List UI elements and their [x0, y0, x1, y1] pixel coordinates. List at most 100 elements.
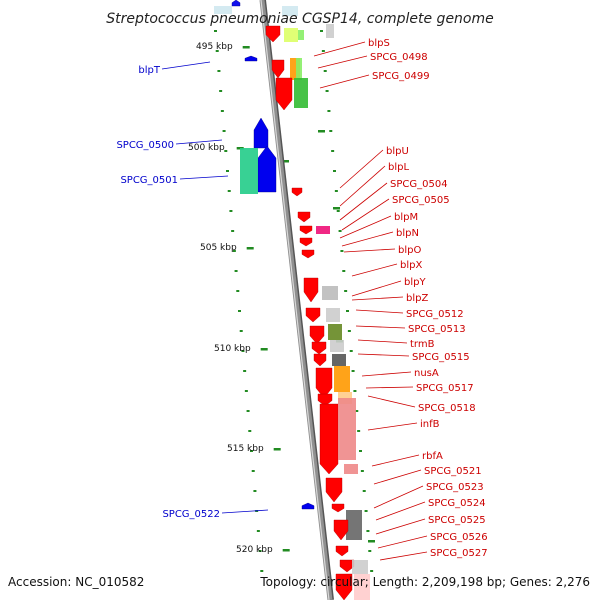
gene-arrow-forward [311, 341, 327, 355]
scale-dot [236, 290, 240, 292]
gene-block [326, 308, 340, 322]
kbp-tick [282, 549, 290, 552]
gene-block [338, 398, 356, 460]
leader-line [373, 485, 424, 509]
accession-text: Accession: NC_010582 [8, 575, 144, 589]
gene-label-trmB: trmB [410, 339, 435, 350]
gene-label-nusA: nusA [414, 368, 439, 379]
label-leaders [161, 41, 428, 561]
scale-dot [359, 450, 362, 452]
gene-label-blpS: blpS [368, 38, 390, 49]
genome-backbone [259, 0, 334, 600]
gene-label-SPCG_0513: SPCG_0513 [408, 324, 466, 335]
gene-label-SPCG_0527: SPCG_0527 [430, 548, 488, 559]
gene-label-SPCG_0504: SPCG_0504 [390, 179, 448, 190]
kbp-tick [242, 46, 250, 49]
scale-dot [346, 310, 349, 312]
leader-line [343, 248, 396, 253]
gene-block [344, 464, 358, 474]
scale-dot [238, 310, 241, 312]
gene-label-SPCG_0501: SPCG_0501 [120, 175, 178, 186]
scale-dot [333, 170, 336, 172]
leader-line [339, 182, 388, 221]
leader-line [377, 535, 428, 549]
gene-label-infB: infB [420, 419, 440, 430]
scale-dot [364, 510, 368, 512]
gene-arrow-forward [317, 393, 333, 407]
leader-line [357, 339, 408, 344]
gene-label-blpO: blpO [398, 245, 421, 256]
gene-arrow-reverse [301, 502, 315, 510]
leader-line [373, 469, 422, 485]
gene-arrow-forward [339, 559, 355, 573]
leader-line [379, 551, 428, 561]
scale-dot [338, 230, 342, 232]
gene-arrow-forward [271, 59, 285, 79]
gene-label-SPCG_0521: SPCG_0521 [424, 466, 482, 477]
gene-arrow-forward [335, 545, 349, 557]
scale-dot [370, 570, 374, 572]
scale-dot [362, 490, 366, 492]
gene-label-SPCG_0522: SPCG_0522 [162, 509, 220, 520]
scale-dot [227, 190, 231, 192]
gene-arrow-reverse [253, 117, 269, 149]
gene-arrow-forward [299, 237, 313, 247]
gene-label-SPCG_0523: SPCG_0523 [426, 482, 484, 493]
leader-line [319, 74, 370, 89]
scale-bar [318, 130, 325, 133]
scale-dot [229, 210, 233, 212]
gene-arrow-forward [313, 353, 327, 367]
leader-line [313, 41, 366, 57]
scale-dot [239, 330, 243, 332]
kbp-label: 515 kbp [227, 444, 264, 454]
gene-label-blpT: blpT [138, 65, 160, 76]
gene-label-SPCG_0505: SPCG_0505 [392, 195, 450, 206]
gene-block [346, 510, 362, 540]
gene-block [240, 148, 258, 194]
scale-dot [232, 250, 236, 252]
gene-arrow-forward [305, 307, 321, 323]
gene-label-SPCG_0518: SPCG_0518 [418, 403, 476, 414]
scale-dot [258, 550, 262, 552]
map-title: Streptococcus pneumoniae CGSP14, complet… [106, 11, 494, 27]
gene-block [214, 6, 232, 14]
gene-arrow-forward [265, 25, 281, 43]
genome-summary-text: Topology: circular; Length: 2,209,198 bp… [259, 575, 590, 589]
scale-bar [368, 540, 375, 543]
gene-label-blpZ: blpZ [406, 293, 428, 304]
scale-dot [360, 470, 364, 472]
gene-arrow-forward [319, 403, 339, 475]
scale-dot [320, 30, 323, 32]
scale-dot [244, 390, 248, 392]
scale-dot [321, 50, 325, 52]
gene-label-SPCG_0525: SPCG_0525 [428, 515, 486, 526]
scale-dot [248, 430, 252, 432]
gene-labels: blpS SPCG_0498 SPCG_0499 blpU blpL SPCG_0504 S… [116, 38, 487, 559]
gene-block [298, 30, 304, 40]
gene-label-SPCG_0500: SPCG_0500 [116, 140, 174, 151]
scale-dot [241, 350, 245, 352]
leader-line [175, 139, 223, 145]
leader-line [365, 386, 414, 389]
scale-dot [336, 210, 340, 212]
scale-dot [347, 330, 351, 332]
gene-arrow-reverse [257, 145, 277, 193]
gene-label-SPCG_0499: SPCG_0499 [372, 71, 430, 82]
gene-label-blpU: blpU [386, 146, 409, 157]
leader-line [375, 518, 426, 535]
gene-label-blpL: blpL [388, 162, 409, 173]
kbp-label: 520 kbp [236, 545, 273, 555]
scale-dot [368, 550, 372, 552]
gene-block [326, 24, 334, 38]
scale-dot [260, 570, 264, 572]
gene-arrow-forward [299, 225, 313, 235]
scale-dot [222, 130, 226, 132]
gene-block [294, 78, 308, 108]
scale-dot [224, 150, 228, 152]
scale-dot [243, 370, 247, 372]
gene-arrow-forward [275, 77, 293, 111]
leader-line [221, 509, 269, 514]
scale-dot [220, 110, 224, 112]
scale-dot [355, 410, 359, 412]
